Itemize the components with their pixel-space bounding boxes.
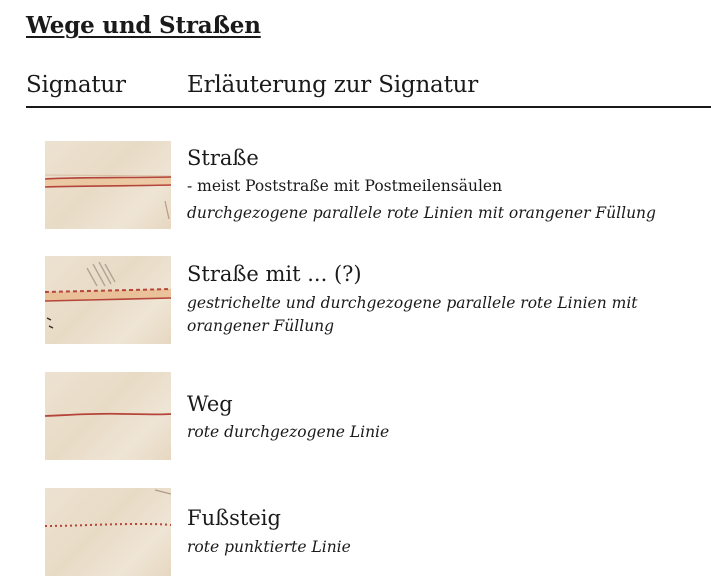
dashed-and-solid-red-line-icon: [45, 256, 171, 344]
swatch-strasse: [45, 141, 171, 229]
table-header: Signatur Erläuterung zur Signatur: [26, 72, 711, 108]
swatch-strasse-mit: [45, 256, 171, 344]
entry-title-weg: Weg: [187, 392, 233, 416]
swatch-weg: [45, 372, 171, 460]
dotted-red-line-icon: [45, 488, 171, 576]
header-erlaeuterung: Erläuterung zur Signatur: [187, 72, 478, 98]
entry-desc-weg: rote durchgezogene Linie: [187, 421, 697, 444]
header-signatur: Signatur: [26, 72, 126, 98]
double-solid-red-line-icon: [45, 141, 171, 229]
entry-title-strasse: Straße: [187, 146, 259, 170]
entry-desc-fusssteig: rote punktierte Linie: [187, 536, 697, 559]
entry-desc-strasse-mit: gestrichelte und durchgezogene parallele…: [187, 292, 697, 338]
single-solid-red-line-icon: [45, 372, 171, 460]
swatch-fusssteig: [45, 488, 171, 576]
entry-title-strasse-mit: Straße mit ... (?): [187, 262, 362, 286]
page-title: Wege und Straßen: [26, 12, 261, 39]
entry-title-fusssteig: Fußsteig: [187, 506, 281, 530]
entry-desc-strasse: durchgezogene parallele rote Linien mit …: [187, 202, 697, 225]
entry-note-strasse: - meist Poststraße mit Postmeilensäulen: [187, 177, 502, 195]
